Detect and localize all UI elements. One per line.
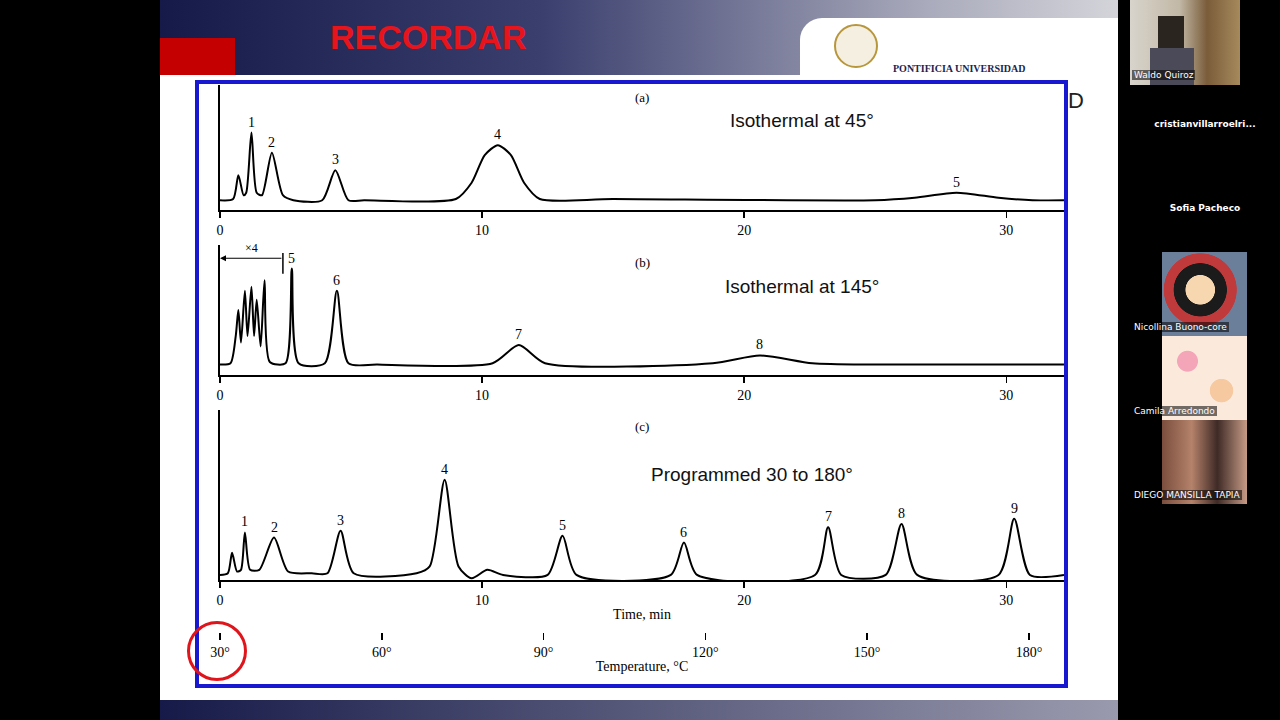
html-text:Camila Arredondo: Camila Arredondo	[1134, 406, 1215, 416]
svg-text:(c): (c)	[635, 419, 649, 434]
svg-text:1: 1	[248, 115, 255, 130]
svg-text:90°: 90°	[534, 645, 554, 660]
svg-text:0: 0	[217, 593, 224, 608]
svg-text:180°: 180°	[1016, 645, 1043, 660]
svg-text:5: 5	[288, 251, 295, 266]
svg-text:Programmed 30 to 180°: Programmed 30 to 180°	[651, 464, 853, 485]
svg-text:3: 3	[337, 513, 344, 528]
html-text:cristianvillarroelri...: cristianvillarroelri...	[1154, 119, 1256, 129]
svg-text:20: 20	[737, 223, 751, 238]
svg-text:60°: 60°	[372, 645, 392, 660]
svg-text:10: 10	[475, 593, 489, 608]
svg-text:30°: 30°	[210, 645, 230, 660]
svg-text:0: 0	[217, 223, 224, 238]
html-text:Nicollina Buono-core: Nicollina Buono-core	[1134, 322, 1227, 332]
svg-text:5: 5	[559, 518, 566, 533]
svg-text:30: 30	[999, 223, 1013, 238]
svg-text:20: 20	[737, 388, 751, 403]
html-text:Sofia Pacheco: Sofia Pacheco	[1169, 203, 1241, 213]
html-text:RECORDAR: RECORDAR	[330, 18, 527, 56]
svg-text:4: 4	[494, 127, 501, 142]
svg-text:Temperature, °C: Temperature, °C	[596, 659, 688, 674]
svg-text:2: 2	[271, 520, 278, 535]
svg-text:(b): (b)	[635, 255, 650, 270]
svg-text:2: 2	[268, 135, 275, 150]
svg-text:30: 30	[999, 388, 1013, 403]
svg-text:(a): (a)	[635, 90, 649, 105]
svg-text:8: 8	[898, 506, 905, 521]
svg-text:5: 5	[953, 175, 960, 190]
svg-text:Isothermal at 145°: Isothermal at 145°	[725, 276, 879, 297]
html-text:D: D	[1068, 88, 1084, 113]
svg-text:1: 1	[241, 514, 248, 529]
svg-text:Isothermal at 45°: Isothermal at 45°	[730, 110, 874, 131]
svg-text:6: 6	[680, 525, 687, 540]
svg-text:10: 10	[475, 388, 489, 403]
svg-text:120°: 120°	[692, 645, 719, 660]
svg-text:8: 8	[756, 337, 763, 352]
svg-text:×4: ×4	[245, 241, 258, 255]
svg-text:3: 3	[332, 152, 339, 167]
svg-text:0: 0	[217, 388, 224, 403]
svg-text:9: 9	[1011, 501, 1018, 516]
svg-text:Time, min: Time, min	[613, 607, 671, 622]
svg-text:30: 30	[999, 593, 1013, 608]
svg-text:7: 7	[515, 327, 522, 342]
html-text:Waldo Quiroz: Waldo Quiroz	[1134, 70, 1194, 80]
svg-text:7: 7	[825, 509, 832, 524]
svg-text:4: 4	[441, 462, 448, 477]
html-text:PONTIFICIA UNIVERSIDAD: PONTIFICIA UNIVERSIDAD	[893, 63, 1026, 74]
svg-text:10: 10	[475, 223, 489, 238]
svg-text:6: 6	[333, 273, 340, 288]
svg-text:20: 20	[737, 593, 751, 608]
svg-text:150°: 150°	[854, 645, 881, 660]
html-text:DIEGO MANSILLA TAPIA: DIEGO MANSILLA TAPIA	[1134, 490, 1240, 500]
